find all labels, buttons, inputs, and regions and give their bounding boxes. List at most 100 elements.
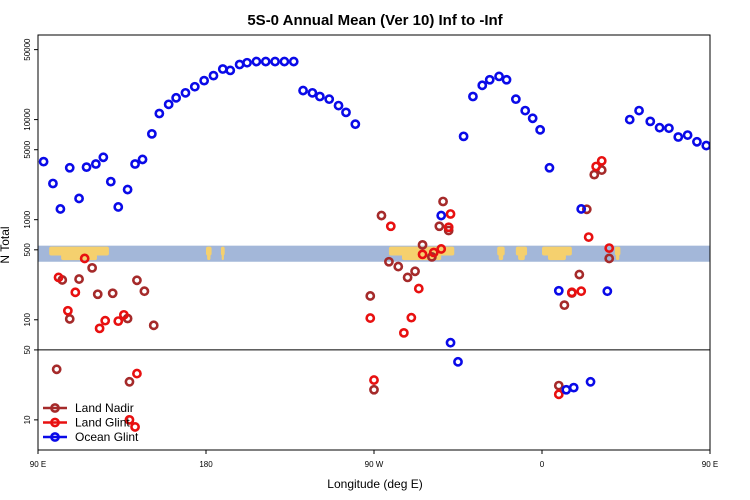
data-point bbox=[445, 209, 456, 219]
y-tick-label: 50 bbox=[23, 345, 32, 354]
x-axis-label: Longitude (deg E) bbox=[327, 477, 422, 491]
data-point bbox=[64, 314, 75, 324]
data-point bbox=[139, 286, 150, 297]
data-point bbox=[376, 210, 387, 221]
data-point bbox=[398, 327, 409, 338]
data-point bbox=[132, 368, 142, 379]
data-point bbox=[561, 384, 572, 395]
data-point bbox=[417, 249, 428, 260]
data-point bbox=[270, 56, 280, 67]
data-point bbox=[484, 74, 495, 85]
data-point bbox=[38, 156, 49, 167]
data-point bbox=[154, 108, 165, 119]
data-point bbox=[589, 169, 600, 180]
chart-title: 5S-0 Annual Mean (Ver 10) Inf to -Inf bbox=[247, 12, 503, 29]
data-point bbox=[436, 210, 447, 221]
map-land-mass bbox=[220, 246, 225, 261]
data-point bbox=[189, 81, 200, 92]
x-tick-label: 0 bbox=[540, 460, 545, 469]
data-point bbox=[742, 164, 749, 171]
legend-marker bbox=[50, 417, 60, 428]
data-point bbox=[137, 154, 148, 165]
data-point bbox=[130, 422, 140, 432]
legend-marker bbox=[50, 403, 60, 413]
data-point bbox=[576, 204, 587, 214]
data-point bbox=[596, 155, 607, 166]
data-point bbox=[81, 162, 92, 173]
data-point bbox=[544, 162, 555, 173]
legend-item: Ocean Glint bbox=[43, 430, 139, 444]
data-point bbox=[208, 70, 219, 81]
legend-label: Land Glint bbox=[75, 416, 130, 430]
data-point bbox=[113, 202, 124, 212]
data-point bbox=[734, 205, 741, 212]
data-point bbox=[298, 85, 308, 96]
data-point bbox=[288, 56, 299, 67]
data-point bbox=[402, 272, 413, 283]
data-point bbox=[701, 140, 710, 151]
data-point bbox=[98, 152, 109, 163]
data-point bbox=[568, 382, 579, 393]
data-point bbox=[645, 116, 656, 127]
data-point bbox=[107, 288, 118, 299]
data-point bbox=[576, 286, 587, 297]
data-point bbox=[130, 159, 140, 169]
data-point bbox=[468, 91, 478, 102]
data-point bbox=[53, 272, 64, 283]
series-land-nadir bbox=[51, 165, 734, 395]
data-point bbox=[163, 99, 174, 110]
data-point bbox=[719, 158, 726, 165]
data-point bbox=[180, 87, 191, 98]
data-point bbox=[727, 180, 734, 187]
data-point bbox=[242, 57, 252, 68]
plot-frame bbox=[37, 34, 711, 451]
data-point bbox=[410, 266, 420, 277]
data-point bbox=[74, 193, 84, 204]
data-point bbox=[307, 87, 318, 98]
data-point bbox=[260, 56, 271, 67]
data-point bbox=[100, 315, 111, 326]
y-tick-label: 1000 bbox=[23, 210, 32, 228]
data-point bbox=[574, 269, 585, 280]
data-point bbox=[604, 243, 615, 254]
x-tick-label: 180 bbox=[199, 460, 213, 469]
series-ocean-glint bbox=[38, 56, 749, 395]
data-point bbox=[225, 65, 236, 76]
data-point bbox=[553, 389, 564, 400]
data-point bbox=[314, 91, 325, 102]
x-tick-label: 90 W bbox=[365, 460, 384, 469]
map-land-mass bbox=[497, 246, 505, 261]
map-land-mass bbox=[725, 247, 750, 260]
data-point bbox=[369, 375, 379, 385]
data-point bbox=[92, 289, 103, 300]
data-point bbox=[692, 136, 702, 147]
data-point bbox=[64, 162, 75, 173]
data-point bbox=[501, 74, 512, 85]
y-tick-label: 10 bbox=[23, 415, 32, 424]
data-point bbox=[369, 384, 379, 395]
data-point bbox=[591, 161, 602, 172]
data-point bbox=[87, 262, 98, 273]
data-point bbox=[333, 100, 344, 111]
data-point bbox=[727, 366, 734, 373]
data-point bbox=[105, 176, 116, 187]
data-point bbox=[217, 64, 228, 74]
data-point bbox=[438, 196, 448, 207]
data-point bbox=[553, 285, 564, 296]
data-point bbox=[445, 337, 456, 348]
data-point bbox=[559, 300, 570, 311]
data-point bbox=[664, 123, 674, 134]
data-point bbox=[365, 313, 376, 323]
data-point bbox=[453, 356, 463, 367]
data-point bbox=[70, 287, 81, 298]
data-point bbox=[350, 119, 361, 130]
data-point bbox=[673, 132, 684, 142]
map-land-mass bbox=[542, 246, 572, 261]
data-point bbox=[458, 131, 469, 142]
series-land-glint bbox=[53, 155, 615, 432]
legend-label: Land Nadir bbox=[75, 401, 134, 415]
y-tick-label: 50000 bbox=[23, 38, 32, 61]
data-point bbox=[443, 222, 454, 233]
data-point bbox=[436, 244, 447, 254]
